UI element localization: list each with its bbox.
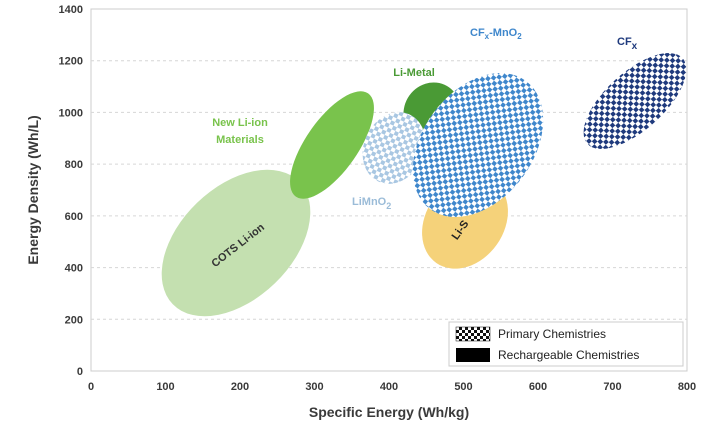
region-limno2 bbox=[362, 112, 426, 184]
x-tick-100: 100 bbox=[156, 381, 174, 393]
y-tick-labels: 0 200 400 600 800 1000 1200 1400 bbox=[59, 4, 83, 378]
x-tick-700: 700 bbox=[603, 381, 621, 393]
y-tick-600: 600 bbox=[65, 211, 83, 223]
legend: Primary Chemistries Rechargeable Chemist… bbox=[448, 321, 684, 367]
y-tick-1200: 1200 bbox=[59, 56, 83, 68]
x-tick-labels: 0 100 200 300 400 500 600 700 800 bbox=[88, 381, 696, 393]
y-tick-1400: 1400 bbox=[59, 4, 83, 16]
label-li-metal: Li-Metal bbox=[393, 67, 435, 79]
x-tick-500: 500 bbox=[454, 381, 472, 393]
label-cfx-cf: CF bbox=[617, 36, 632, 48]
y-tick-200: 200 bbox=[65, 314, 83, 326]
region-new-li-ion-shape bbox=[290, 91, 374, 199]
y-tick-1000: 1000 bbox=[59, 107, 83, 119]
y-axis-title: Energy Density (Wh/L) bbox=[25, 115, 41, 264]
region-cots-li-ion-shape bbox=[161, 169, 311, 317]
label-new-li-ion-line2: Materials bbox=[216, 134, 264, 146]
label-cfx-x: x bbox=[632, 41, 638, 52]
label-cfx-mno2-cf: CF bbox=[470, 27, 485, 39]
label-limno2-main: LiMnO bbox=[352, 196, 387, 208]
x-tick-800: 800 bbox=[678, 381, 696, 393]
region-limno2-shape bbox=[362, 112, 426, 184]
legend-swatch-rechargeable bbox=[456, 348, 490, 362]
x-axis-title: Specific Energy (Wh/kg) bbox=[309, 404, 469, 420]
region-cots-li-ion bbox=[161, 169, 311, 317]
y-tick-0: 0 bbox=[77, 366, 83, 378]
region-cfx bbox=[583, 53, 687, 149]
x-tick-300: 300 bbox=[305, 381, 323, 393]
label-cfx: CFx bbox=[617, 36, 638, 52]
label-cfx-mno2: CFx-MnO2 bbox=[470, 27, 522, 41]
label-limno2-sub: 2 bbox=[386, 201, 391, 211]
label-new-li-ion-line1: New Li-ion bbox=[212, 117, 268, 129]
region-new-li-ion bbox=[290, 91, 374, 199]
label-cfx-mno2-2: 2 bbox=[517, 32, 522, 41]
x-tick-400: 400 bbox=[380, 381, 398, 393]
region-cfx-shape bbox=[583, 53, 687, 149]
legend-label-rechargeable: Rechargeable Chemistries bbox=[498, 348, 639, 362]
x-tick-200: 200 bbox=[231, 381, 249, 393]
y-tick-800: 800 bbox=[65, 159, 83, 171]
plot-area bbox=[90, 8, 688, 372]
x-tick-0: 0 bbox=[88, 381, 94, 393]
region-cfx-mno2 bbox=[412, 73, 544, 217]
y-tick-400: 400 bbox=[65, 263, 83, 275]
label-cfx-mno2-mno: -MnO bbox=[489, 27, 518, 39]
label-cfx-mno2-x: x bbox=[485, 32, 490, 41]
x-tick-600: 600 bbox=[529, 381, 547, 393]
label-limno2: LiMnO2 bbox=[352, 196, 391, 211]
legend-label-primary: Primary Chemistries bbox=[498, 327, 606, 341]
legend-swatch-primary bbox=[455, 326, 491, 342]
region-cfx-mno2-shape bbox=[412, 73, 544, 217]
